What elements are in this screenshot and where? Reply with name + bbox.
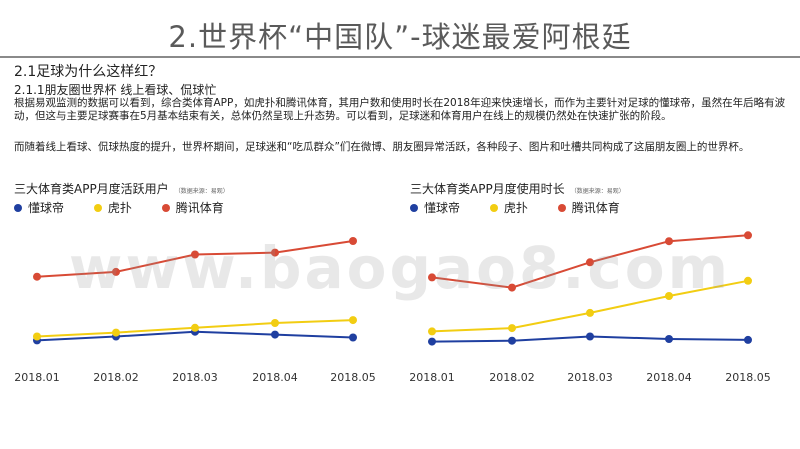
x-tick-label: 2018.01: [14, 371, 60, 384]
legend-dot-hupu: [93, 203, 102, 212]
x-tick-label: 2018.03: [567, 371, 613, 384]
data-point-hupu: [112, 328, 120, 337]
body-paragraph-2: 而随着线上看球、侃球热度的提升，世界杯期间，足球迷和“吃瓜群众”们在微博、朋友圈…: [14, 141, 750, 153]
page-title: 2.世界杯“中国队”-球迷最爱阿根廷: [168, 20, 632, 54]
x-tick-label: 2018.04: [646, 371, 692, 384]
data-point-hupu: [586, 308, 594, 317]
legend-dot-hupu: [489, 203, 498, 212]
data-point-tencent: [112, 267, 120, 276]
legend-item-hupu: 虎扑: [489, 199, 528, 216]
legend-dot-dongqiudi: [410, 203, 418, 212]
watermark: www.baogao8.com: [68, 234, 732, 302]
data-point-hupu: [33, 332, 41, 341]
data-point-dongqiudi: [665, 335, 673, 343]
subsection-heading: 2.1.1朋友圈世界杯 线上看球、侃球忙: [14, 83, 217, 97]
x-tick-label: 2018.05: [330, 371, 376, 384]
chart-1-plot: 2018.01 2018.02 2018.03 2018.04 2018.05: [14, 237, 376, 384]
body-paragraph-1: 根据易观监测的数据可以看到，综合类体育APP，如虎扑和腾讯体育，其用户数和使用时…: [14, 97, 786, 122]
data-point-hupu: [428, 327, 436, 336]
legend-label-dongqiudi: 懂球帝: [28, 201, 65, 215]
chart-1-source-note: （数据来源：易观）: [174, 188, 229, 195]
chart-2-title: 三大体育类APP月度使用时长 （数据来源：易观）: [410, 180, 625, 197]
x-tick-label: 2018.04: [252, 371, 298, 384]
data-point-tencent: [508, 283, 516, 292]
data-point-dongqiudi: [428, 337, 436, 346]
chart-1-title-text: 三大体育类APP月度活跃用户: [14, 182, 169, 196]
legend-dot-dongqiudi: [14, 203, 22, 212]
chart-2-title-text: 三大体育类APP月度使用时长: [410, 182, 565, 196]
chart-1-legend: 懂球帝 虎扑 腾讯体育: [14, 199, 250, 216]
data-point-tencent: [665, 237, 673, 246]
title-divider: [0, 56, 800, 58]
chart-1-title: 三大体育类APP月度活跃用户 （数据来源：易观）: [14, 180, 229, 197]
data-point-hupu: [744, 276, 752, 285]
data-point-tencent: [191, 250, 199, 259]
legend-item-tencent: 腾讯体育: [557, 199, 620, 216]
data-point-dongqiudi: [744, 335, 752, 344]
data-point-dongqiudi: [586, 332, 594, 341]
legend-item-dongqiudi: 懂球帝: [410, 199, 460, 216]
data-point-hupu: [271, 319, 279, 327]
data-point-hupu: [191, 323, 199, 332]
legend-label-tencent: 腾讯体育: [175, 201, 224, 215]
legend-label-dongqiudi: 懂球帝: [424, 201, 461, 215]
data-point-tencent: [428, 273, 436, 282]
chart-2-plot: 2018.01 2018.02 2018.03 2018.04 2018.05: [409, 231, 771, 384]
data-point-tencent: [33, 272, 41, 281]
x-tick-label: 2018.02: [93, 371, 139, 384]
legend-item-hupu: 虎扑: [93, 199, 132, 216]
data-point-dongqiudi: [271, 330, 279, 339]
data-point-tencent: [586, 258, 594, 267]
section-heading: 2.1足球为什么这样红？: [14, 64, 163, 80]
legend-dot-tencent: [161, 203, 170, 212]
data-point-tencent: [271, 248, 279, 257]
chart-2-source-note: （数据来源：易观）: [570, 188, 625, 195]
data-point-tencent: [349, 237, 357, 245]
legend-dot-tencent: [557, 203, 566, 212]
data-point-hupu: [349, 316, 357, 325]
data-point-tencent: [744, 231, 752, 240]
legend-label-tencent: 腾讯体育: [571, 201, 620, 215]
x-tick-label: 2018.05: [725, 371, 771, 384]
data-point-hupu: [508, 324, 516, 333]
x-tick-label: 2018.01: [409, 371, 455, 384]
data-point-dongqiudi: [349, 333, 357, 342]
x-tick-label: 2018.03: [172, 371, 218, 384]
chart-2-legend: 懂球帝 虎扑 腾讯体育: [410, 199, 646, 216]
data-point-dongqiudi: [508, 336, 516, 345]
legend-label-hupu: 虎扑: [107, 201, 132, 215]
x-tick-label: 2018.02: [489, 371, 535, 384]
legend-label-hupu: 虎扑: [503, 201, 528, 215]
legend-item-tencent: 腾讯体育: [161, 199, 224, 216]
data-point-hupu: [665, 292, 673, 300]
legend-item-dongqiudi: 懂球帝: [14, 199, 64, 216]
